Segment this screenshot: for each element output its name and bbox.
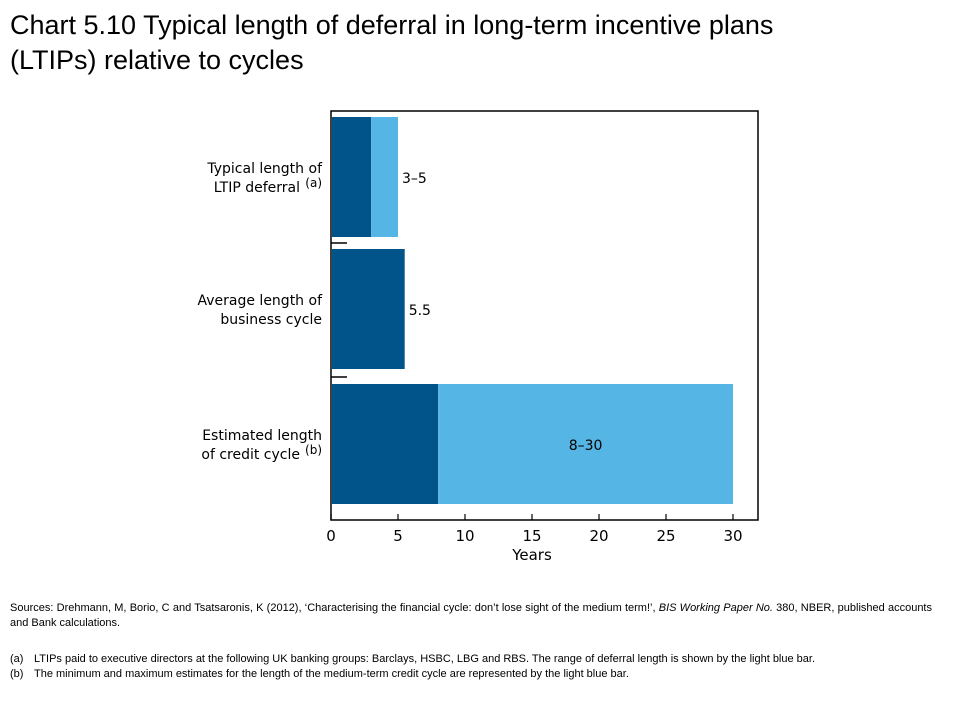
x-tick-label: 30 xyxy=(723,527,742,545)
category-label-line2: business cycle xyxy=(220,312,322,328)
sources-text: Sources: Drehmann, M, Borio, C and Tsats… xyxy=(10,602,659,614)
x-tick-label: 20 xyxy=(589,527,608,545)
bar-data-label: 5.5 xyxy=(409,303,431,319)
x-tick-label: 5 xyxy=(393,527,403,545)
footnote-a: (a) LTIPs paid to executive directors at… xyxy=(10,652,932,666)
plot-frame xyxy=(330,110,759,521)
chart-title-line-1: Chart 5.10 Typical length of deferral in… xyxy=(10,10,774,40)
category-label-line1: Estimated length xyxy=(202,428,322,444)
category-label-line1: Typical length of xyxy=(206,161,323,177)
bar-min-segment xyxy=(332,384,439,504)
bar-chart: 3–5 5.5 8–30 Typical length of LTIP deferral… xyxy=(197,110,759,564)
x-tick-label: 15 xyxy=(522,527,541,545)
category-label-footnote-ref: (b) xyxy=(305,443,322,457)
sources-suffix-text: 380, NBER, published accounts and Bank c… xyxy=(10,602,932,629)
footnote-marker: (a) xyxy=(10,653,24,665)
x-tick-label: 10 xyxy=(455,527,474,545)
footnote-marker: (b) xyxy=(10,668,24,680)
bar-min-segment xyxy=(332,249,405,369)
category-label-line1: Average length of xyxy=(197,293,323,309)
footnote-text: LTIPs paid to executive directors at the… xyxy=(34,653,816,665)
bar-data-label: 8–30 xyxy=(569,438,603,454)
sources-italic-text: BIS Working Paper No. xyxy=(658,602,773,614)
footnote-b: (b) The minimum and maximum estimates fo… xyxy=(10,667,932,681)
category-label-footnote-ref: (a) xyxy=(305,176,322,190)
category-label-line2: LTIP deferral xyxy=(214,180,300,196)
footnotes: (a) LTIPs paid to executive directors at… xyxy=(10,652,932,682)
bar-min-segment xyxy=(332,117,372,237)
bar-range-segment xyxy=(371,117,398,237)
bar-data-label: 3–5 xyxy=(402,171,427,187)
category-label-line2: of credit cycle xyxy=(201,447,300,463)
footnote-text: The minimum and maximum estimates for th… xyxy=(34,668,629,680)
chart-title: Chart 5.10 Typical length of deferral in… xyxy=(10,8,950,78)
sources-note: Sources: Drehmann, M, Borio, C and Tsats… xyxy=(10,601,932,631)
x-tick-label: 25 xyxy=(656,527,675,545)
chart-title-line-2: (LTIPs) relative to cycles xyxy=(10,45,304,75)
x-axis-title: Years xyxy=(511,546,552,564)
bar-range-segment xyxy=(438,384,733,504)
x-tick-label: 0 xyxy=(326,527,336,545)
